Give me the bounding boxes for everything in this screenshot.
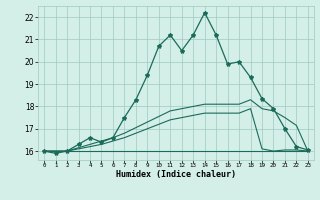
X-axis label: Humidex (Indice chaleur): Humidex (Indice chaleur) [116, 170, 236, 179]
